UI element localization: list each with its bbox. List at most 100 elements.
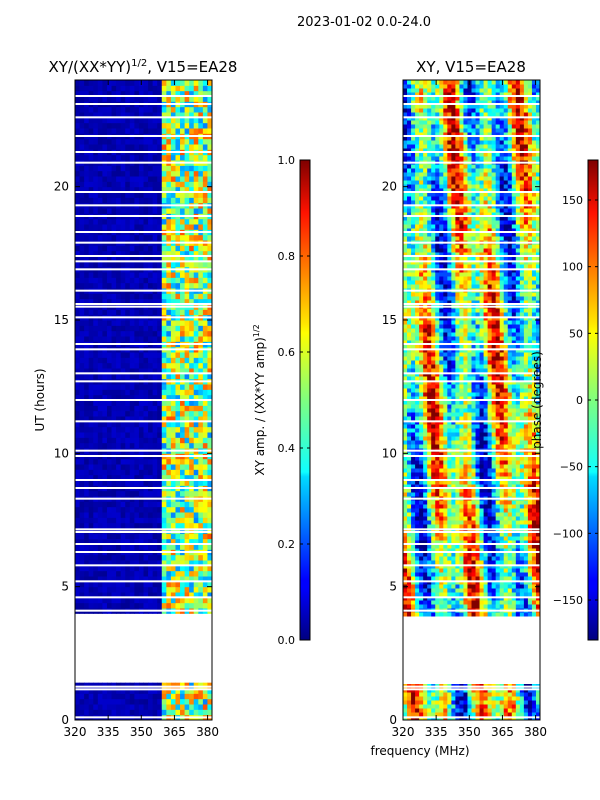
heatmap-cell — [166, 693, 172, 700]
heatmap-cell — [419, 480, 424, 485]
heatmap-cell — [152, 192, 158, 198]
heatmap-cell — [138, 581, 144, 588]
heatmap-cell — [102, 437, 108, 444]
heatmap-cell — [511, 568, 517, 573]
heatmap-cell — [93, 144, 99, 150]
heatmap-cell — [519, 472, 525, 477]
heatmap-cell — [129, 85, 135, 92]
heatmap-cell — [134, 416, 140, 422]
heatmap-cell — [180, 154, 186, 161]
heatmap-cell — [102, 256, 108, 262]
heatmap-cell — [138, 421, 144, 428]
heatmap-cell — [198, 501, 204, 508]
heatmap-cell — [184, 464, 190, 470]
heatmap-cell — [120, 298, 126, 305]
heatmap-cell — [166, 528, 172, 534]
heatmap-cell — [439, 704, 444, 709]
heatmap-cell — [102, 512, 108, 518]
heatmap-cell — [479, 560, 485, 565]
heatmap-cell — [166, 85, 172, 92]
heatmap-cell — [75, 250, 81, 257]
heatmap-cell — [507, 516, 513, 521]
y-tick-label: 5 — [61, 580, 69, 594]
heatmap-cell — [120, 421, 126, 428]
heatmap-cell — [180, 272, 186, 278]
heatmap-cell — [451, 524, 456, 529]
heatmap-cell — [193, 704, 199, 710]
heatmap-cell — [143, 709, 149, 716]
heatmap-cell — [157, 117, 163, 124]
heatmap-cell — [157, 96, 163, 102]
heatmap-cell — [189, 325, 195, 332]
heatmap-cell — [88, 320, 94, 326]
heatmap-cell — [189, 501, 195, 508]
heatmap-cell — [467, 700, 472, 705]
heatmap-cell — [93, 458, 99, 465]
heatmap-cell — [198, 309, 204, 316]
heatmap-cell — [189, 469, 195, 476]
heatmap-cell — [93, 122, 99, 129]
heatmap-cell — [161, 426, 167, 433]
heatmap-cell — [138, 389, 144, 396]
heatmap-cell — [152, 90, 158, 97]
heatmap-cell — [166, 261, 172, 268]
heatmap-cell — [129, 400, 135, 406]
heatmap-cell — [106, 474, 113, 481]
heatmap-cell — [111, 544, 117, 550]
heatmap-cell — [148, 570, 154, 577]
heatmap-cell — [198, 373, 204, 380]
heatmap-cell — [519, 712, 525, 717]
heatmap-cell — [120, 250, 126, 257]
heatmap-cell — [134, 533, 140, 540]
heatmap-cell — [471, 588, 477, 593]
heatmap-cell — [455, 460, 460, 465]
heatmap-cell — [75, 298, 81, 305]
heatmap-cell — [435, 536, 440, 541]
heatmap-cell — [419, 600, 424, 605]
heatmap-cell — [202, 144, 208, 150]
heatmap-cell — [491, 488, 497, 493]
heatmap-cell — [403, 520, 408, 525]
heatmap-cell — [471, 592, 477, 597]
heatmap-cell — [116, 570, 122, 577]
heatmap-cell — [170, 181, 176, 188]
heatmap-cell — [189, 400, 195, 406]
heatmap-cell — [189, 197, 195, 204]
heatmap-cell — [487, 552, 493, 557]
heatmap-cell — [503, 604, 509, 609]
heatmap-cell — [152, 96, 158, 102]
heatmap-cell — [535, 512, 540, 517]
heatmap-cell — [419, 548, 424, 553]
heatmap-cell — [106, 709, 113, 716]
heatmap-cell — [143, 394, 149, 401]
heatmap-cell — [102, 410, 108, 417]
heatmap-cell — [157, 181, 163, 188]
heatmap-cell — [180, 410, 186, 417]
heatmap-cell — [507, 476, 513, 481]
heatmap-cell — [411, 600, 416, 605]
heatmap-cell — [407, 484, 412, 489]
heatmap-cell — [455, 556, 460, 561]
heatmap-cell — [184, 405, 190, 412]
heatmap-cell — [84, 336, 90, 342]
heatmap-cell — [415, 488, 420, 493]
heatmap-cell — [487, 472, 493, 477]
heatmap-cell — [447, 588, 452, 593]
heatmap-cell — [180, 426, 186, 433]
heatmap-cell — [116, 357, 122, 364]
heatmap-cell — [467, 504, 472, 509]
heatmap-cell — [138, 522, 144, 529]
heatmap-cell — [84, 389, 90, 396]
heatmap-cell — [443, 504, 448, 509]
heatmap-cell — [455, 484, 460, 489]
heatmap-cell — [471, 700, 477, 705]
heatmap-cell — [148, 96, 154, 102]
heatmap-cell — [84, 165, 90, 172]
heatmap-cell — [423, 516, 428, 521]
heatmap-cell — [419, 484, 424, 489]
heatmap-cell — [152, 362, 158, 369]
heatmap-cell — [157, 517, 163, 524]
heatmap-cell — [202, 165, 208, 172]
heatmap-cell — [166, 336, 172, 342]
heatmap-cell — [111, 90, 117, 97]
